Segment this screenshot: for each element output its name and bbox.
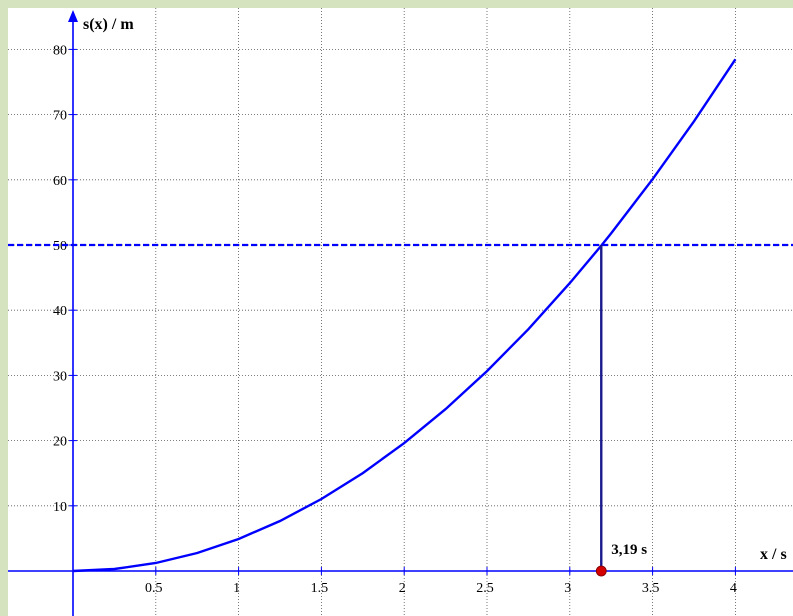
x-tick-label: 3: [564, 581, 571, 596]
x-tick-label: 1.5: [311, 581, 329, 596]
marks: [8, 58, 793, 577]
y-tick-label: 30: [53, 369, 67, 384]
x-tick-label: 1: [233, 581, 240, 596]
x-tick-label: 2.5: [476, 581, 494, 596]
x-tick-label: 2: [399, 581, 406, 596]
series-line-s: [72, 58, 737, 573]
y-tick-label: 10: [53, 500, 67, 515]
y-tick-label: 80: [53, 43, 67, 58]
y-tick-label: 40: [53, 304, 67, 319]
solution-annotation: 3,19 s: [611, 542, 647, 558]
y-tick-label: 50: [53, 239, 67, 254]
grid: [8, 8, 793, 616]
y-tick-label: 60: [53, 174, 67, 189]
ticks: 0.5 1 1.5 2 2.5 3 3.5 4 10 20 30 40 50 60 70 80: [53, 43, 737, 596]
y-axis-arrow: [68, 10, 78, 22]
y-tick-label: 70: [53, 109, 67, 124]
x-tick-label: 4: [730, 581, 737, 596]
x-tick-label: 3.5: [642, 581, 660, 596]
y-tick-label: 20: [53, 435, 67, 450]
x-tick-label: 0.5: [145, 581, 163, 596]
axes: [8, 10, 793, 616]
solution-point: [595, 565, 607, 577]
y-axis-title: s(x) / m: [83, 16, 134, 33]
x-axis-title: x / s: [760, 546, 787, 563]
plot-area: [8, 8, 793, 616]
